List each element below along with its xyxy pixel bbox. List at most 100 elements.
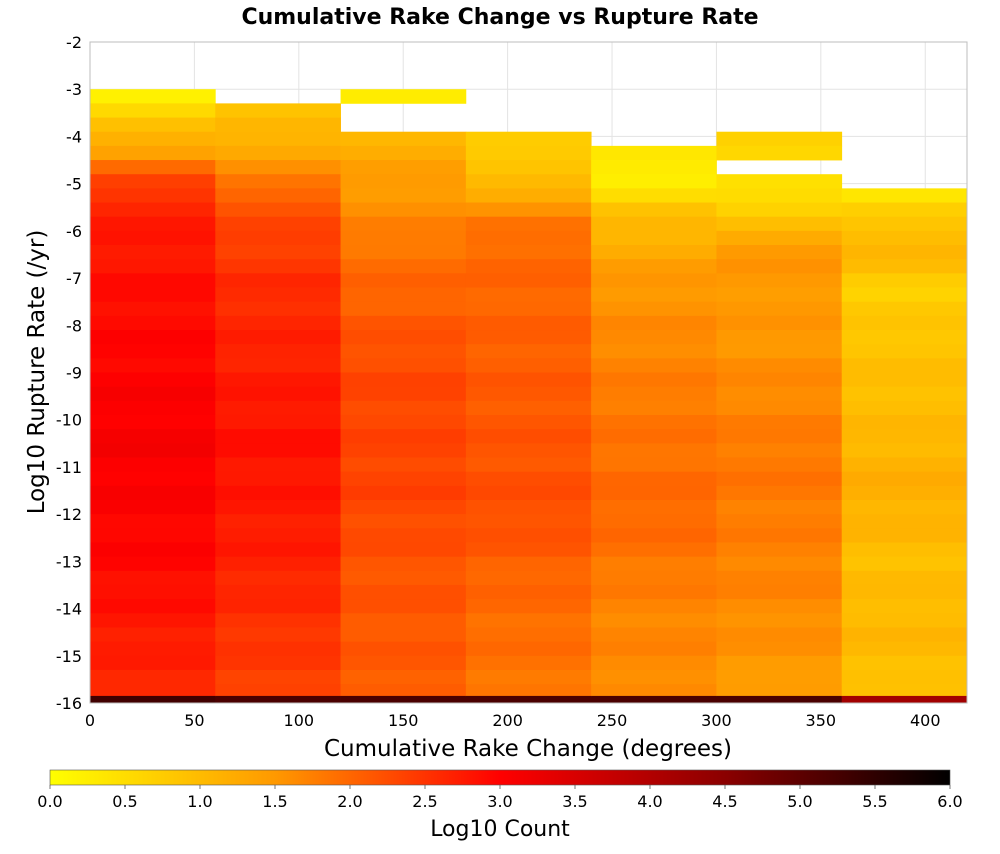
heatmap-cell xyxy=(591,330,717,345)
heatmap-cell xyxy=(215,684,341,697)
heatmap-cell xyxy=(340,556,467,572)
heatmap-cell xyxy=(716,386,843,402)
heatmap-cell xyxy=(215,570,341,586)
heatmap-cell xyxy=(841,627,968,643)
heatmap-cell xyxy=(841,514,968,529)
heatmap-cell xyxy=(340,584,467,600)
heatmap-cell xyxy=(465,273,592,288)
heatmap-cell xyxy=(591,584,717,600)
heatmap-cell xyxy=(465,216,592,232)
heatmap-cell xyxy=(340,216,467,232)
heatmap-cell xyxy=(716,542,843,558)
heatmap-cell xyxy=(465,202,592,218)
heatmap-cell xyxy=(215,386,341,402)
heatmap-cell xyxy=(215,245,341,260)
heatmap-cell xyxy=(215,301,341,317)
heatmap-cell xyxy=(340,599,467,614)
heatmap-cell xyxy=(716,358,843,373)
x-tick-label: 100 xyxy=(284,711,315,730)
heatmap-cell xyxy=(716,202,843,218)
y-tick-label: -9 xyxy=(66,364,82,383)
colorbar-tick-label: 3.5 xyxy=(562,792,587,811)
heatmap-cell xyxy=(465,627,592,643)
heatmap-cell xyxy=(465,669,592,685)
heatmap-cell xyxy=(716,245,843,260)
heatmap-cell xyxy=(591,528,717,543)
heatmap-cell xyxy=(340,89,467,104)
colorbar-tick-label: 4.0 xyxy=(637,792,662,811)
heatmap-cell xyxy=(591,216,717,232)
heatmap-cell xyxy=(215,584,341,600)
heatmap-cell xyxy=(90,599,216,614)
y-tick-label: -15 xyxy=(56,647,82,666)
heatmap-cell xyxy=(841,457,968,473)
heatmap-cell xyxy=(841,641,968,657)
heatmap-cell xyxy=(716,131,843,147)
heatmap-cell xyxy=(340,542,467,558)
heatmap-cell xyxy=(215,400,341,416)
heatmap-cell xyxy=(716,145,843,161)
x-axis-label: Cumulative Rake Change (degrees) xyxy=(324,736,732,762)
heatmap-cell xyxy=(465,414,592,430)
heatmap-cell xyxy=(215,655,341,671)
heatmap-cell xyxy=(465,344,592,359)
heatmap-cell xyxy=(215,259,341,274)
heatmap-cell xyxy=(340,627,467,643)
heatmap-cell xyxy=(90,499,216,515)
heatmap-cell xyxy=(841,613,968,628)
heatmap-cell xyxy=(591,542,717,558)
heatmap-cell xyxy=(90,528,216,543)
heatmap-cell xyxy=(465,499,592,515)
heatmap-cell xyxy=(841,188,968,203)
heatmap-cell xyxy=(340,301,467,317)
heatmap-cell xyxy=(841,287,968,303)
heatmap-cell xyxy=(716,216,843,232)
heatmap-cell xyxy=(716,684,843,697)
heatmap-cell xyxy=(716,372,843,388)
heatmap-cell xyxy=(716,528,843,543)
heatmap-cell xyxy=(841,695,968,703)
heatmap-cell xyxy=(591,684,717,697)
colorbar-tick-label: 0.5 xyxy=(112,792,137,811)
heatmap-cell xyxy=(340,372,467,388)
heatmap-cell xyxy=(841,499,968,515)
heatmap-cell xyxy=(465,485,592,501)
heatmap-cell xyxy=(841,471,968,487)
heatmap-cell xyxy=(215,499,341,515)
heatmap-cell xyxy=(716,457,843,473)
heatmap-cell xyxy=(465,613,592,628)
heatmap-cell xyxy=(841,230,968,246)
heatmap-cell xyxy=(716,570,843,586)
heatmap-cell xyxy=(716,613,843,628)
heatmap-cell xyxy=(90,655,216,671)
heatmap-cell xyxy=(215,627,341,643)
heatmap-cell xyxy=(716,655,843,671)
y-tick-label: -13 xyxy=(56,552,82,571)
colorbar-tick-label: 0.0 xyxy=(37,792,62,811)
heatmap-cell xyxy=(90,315,216,331)
colorbar-tick-label: 3.0 xyxy=(487,792,512,811)
heatmap-cell xyxy=(340,400,467,416)
heatmap-cell xyxy=(465,386,592,402)
heatmap-cells xyxy=(90,89,968,703)
heatmap-cell xyxy=(591,627,717,643)
heatmap-cell xyxy=(841,655,968,671)
heatmap-cell xyxy=(716,556,843,572)
heatmap-cell xyxy=(215,103,341,118)
heatmap-cell xyxy=(215,443,341,458)
heatmap-cell xyxy=(90,414,216,430)
y-tick-label: -12 xyxy=(56,505,82,524)
heatmap-cell xyxy=(90,400,216,416)
heatmap-cell xyxy=(716,330,843,345)
y-tick-label: -7 xyxy=(66,269,82,288)
y-tick-label: -16 xyxy=(56,694,82,713)
heatmap-cell xyxy=(90,160,216,175)
heatmap-cell xyxy=(215,160,341,175)
heatmap-cell xyxy=(215,641,341,657)
heatmap-cell xyxy=(465,330,592,345)
heatmap-cell xyxy=(591,485,717,501)
heatmap-cell xyxy=(90,570,216,586)
heatmap-cell xyxy=(215,188,341,203)
heatmap-cell xyxy=(90,429,216,444)
heatmap-cell xyxy=(841,245,968,260)
